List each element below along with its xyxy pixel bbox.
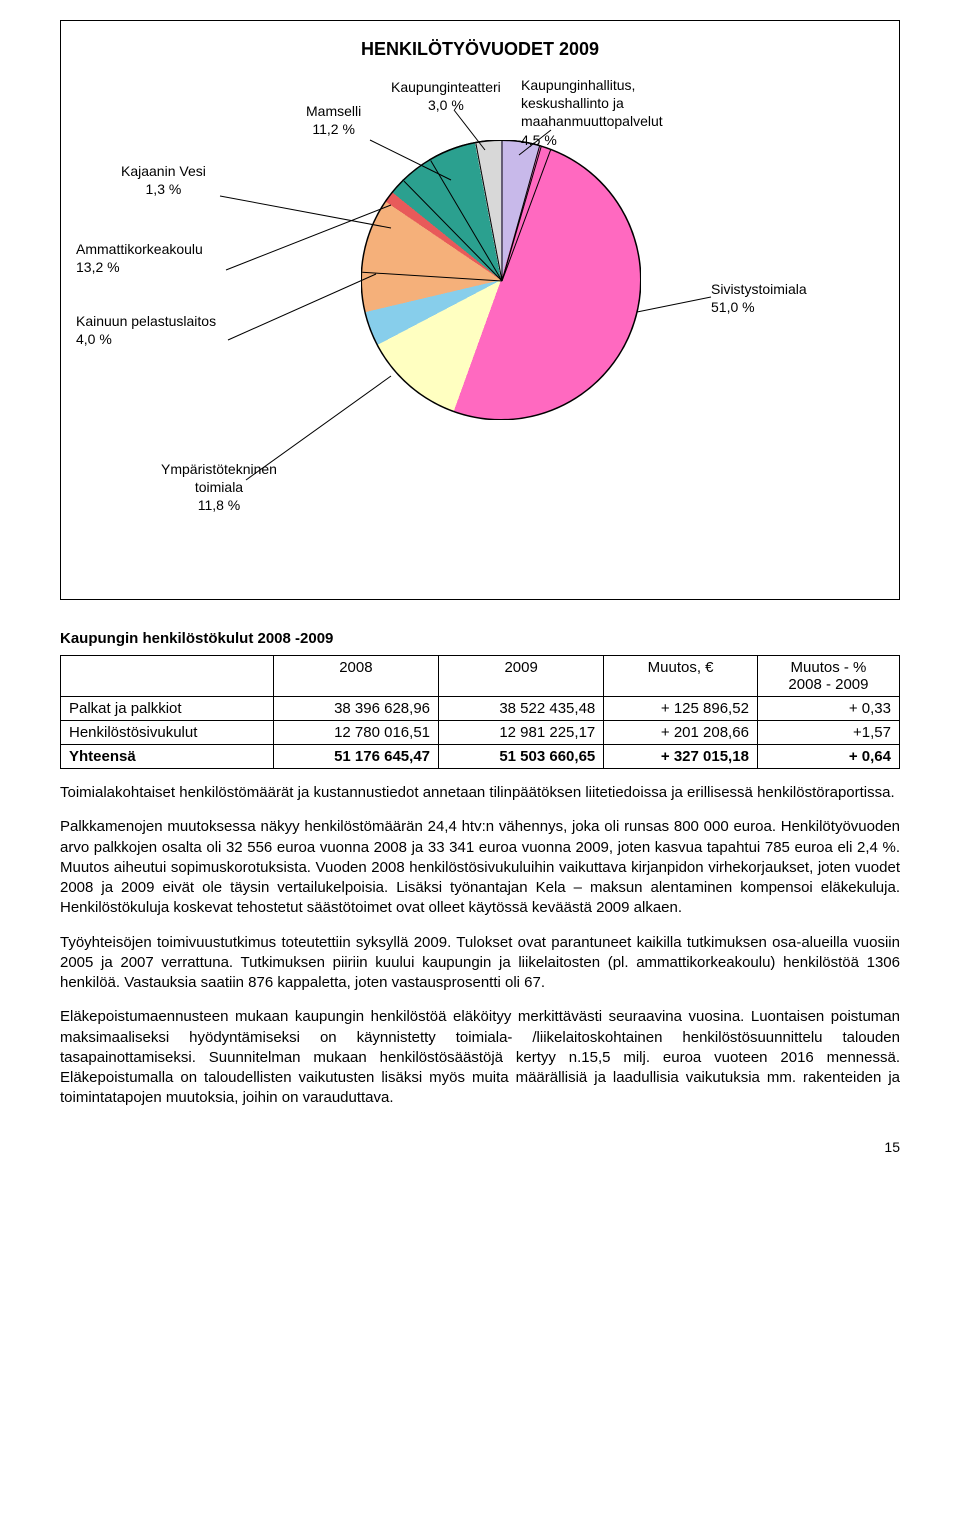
page-number: 15 bbox=[60, 1139, 900, 1155]
cell-2009: 51 503 660,65 bbox=[439, 745, 604, 769]
label-sivistystoimiala: Sivistystoimiala 51,0 % bbox=[711, 280, 807, 316]
paragraph-1: Toimialakohtaiset henkilöstömäärät ja ku… bbox=[60, 783, 900, 803]
label-mamselli: Mamselli 11,2 % bbox=[306, 102, 361, 138]
pie-chart-container: HENKILÖTYÖVUODET 2009 bbox=[60, 20, 900, 600]
paragraph-2: Palkkamenojen muutoksessa näkyy henkilös… bbox=[60, 817, 900, 918]
label-text: Ympäristötekninen bbox=[161, 460, 277, 478]
label-pct: 3,0 % bbox=[391, 96, 501, 114]
table-header-row: 2008 2009 Muutos, € Muutos - % 2008 - 20… bbox=[61, 656, 900, 697]
paragraph-4: Eläkepoistumaennusteen mukaan kaupungin … bbox=[60, 1007, 900, 1108]
th-muutospct: Muutos - % 2008 - 2009 bbox=[757, 656, 899, 697]
label-pct: 4,0 % bbox=[76, 330, 216, 348]
label-ammattikorkeakoulu: Ammattikorkeakoulu 13,2 % bbox=[76, 240, 203, 276]
label-text: toimiala bbox=[161, 478, 277, 496]
pie-separators bbox=[362, 141, 642, 421]
cell-muutos: + 327 015,18 bbox=[604, 745, 758, 769]
label-pct: 4,5 % bbox=[521, 131, 663, 149]
chart-title: HENKILÖTYÖVUODET 2009 bbox=[81, 39, 879, 60]
cell-2008: 51 176 645,47 bbox=[273, 745, 438, 769]
label-pct: 13,2 % bbox=[76, 258, 203, 276]
cell-label: Yhteensä bbox=[61, 745, 274, 769]
label-pct: 51,0 % bbox=[711, 298, 807, 316]
cell-muutos: + 201 208,66 bbox=[604, 721, 758, 745]
label-pct: 1,3 % bbox=[121, 180, 206, 198]
pie-area: Kaupunginhallitus, keskushallinto ja maa… bbox=[81, 80, 879, 580]
th-muutos: Muutos, € bbox=[604, 656, 758, 697]
cell-muutos: + 125 896,52 bbox=[604, 697, 758, 721]
label-kaupunginhallitus: Kaupunginhallitus, keskushallinto ja maa… bbox=[521, 76, 663, 149]
table-title: Kaupungin henkilöstökulut 2008 -2009 bbox=[60, 630, 900, 647]
cell-muutospct: +1,57 bbox=[757, 721, 899, 745]
cell-2009: 38 522 435,48 bbox=[439, 697, 604, 721]
th-2009: 2009 bbox=[439, 656, 604, 697]
th-2008: 2008 bbox=[273, 656, 438, 697]
label-text: Sivistystoimiala bbox=[711, 280, 807, 298]
label-kainuun: Kainuun pelastuslaitos 4,0 % bbox=[76, 312, 216, 348]
cell-label: Henkilöstösivukulut bbox=[61, 721, 274, 745]
cell-2009: 12 981 225,17 bbox=[439, 721, 604, 745]
cell-muutospct: + 0,33 bbox=[757, 697, 899, 721]
label-ymparistotekninen: Ympäristötekninen toimiala 11,8 % bbox=[161, 460, 277, 515]
label-text: Mamselli bbox=[306, 102, 361, 120]
table-row-total: Yhteensä 51 176 645,47 51 503 660,65 + 3… bbox=[61, 745, 900, 769]
table-row: Palkat ja palkkiot 38 396 628,96 38 522 … bbox=[61, 697, 900, 721]
label-pct: 11,8 % bbox=[161, 496, 277, 514]
label-text: Ammattikorkeakoulu bbox=[76, 240, 203, 258]
label-text: Kaupunginteatteri bbox=[391, 78, 501, 96]
pie-fallback bbox=[361, 140, 641, 420]
label-kaupunginteatteri: Kaupunginteatteri 3,0 % bbox=[391, 78, 501, 114]
cell-2008: 38 396 628,96 bbox=[273, 697, 438, 721]
label-text: Kaupunginhallitus, bbox=[521, 76, 663, 94]
label-pct: 11,2 % bbox=[306, 120, 361, 138]
th-blank bbox=[61, 656, 274, 697]
cell-muutospct: + 0,64 bbox=[757, 745, 899, 769]
personnel-cost-table: 2008 2009 Muutos, € Muutos - % 2008 - 20… bbox=[60, 655, 900, 769]
table-row: Henkilöstösivukulut 12 780 016,51 12 981… bbox=[61, 721, 900, 745]
label-text: Kainuun pelastuslaitos bbox=[76, 312, 216, 330]
cell-2008: 12 780 016,51 bbox=[273, 721, 438, 745]
label-text: Kajaanin Vesi bbox=[121, 162, 206, 180]
label-text: maahanmuuttopalvelut bbox=[521, 112, 663, 130]
paragraph-3: Työyhteisöjen toimivuustutkimus toteutet… bbox=[60, 933, 900, 994]
label-text: keskushallinto ja bbox=[521, 94, 663, 112]
cell-label: Palkat ja palkkiot bbox=[61, 697, 274, 721]
label-kajaanin: Kajaanin Vesi 1,3 % bbox=[121, 162, 206, 198]
